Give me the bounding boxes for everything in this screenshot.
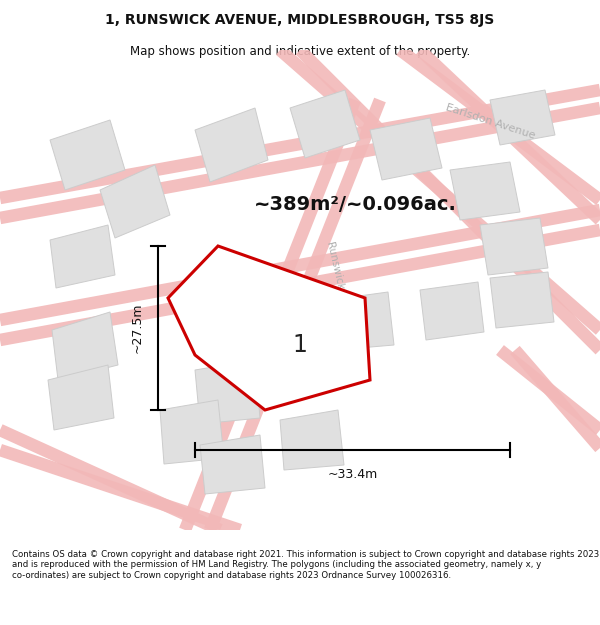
Polygon shape — [200, 435, 265, 494]
Text: ~389m²/~0.096ac.: ~389m²/~0.096ac. — [254, 196, 457, 214]
Text: 1: 1 — [293, 333, 307, 357]
Polygon shape — [52, 312, 118, 380]
Polygon shape — [50, 120, 125, 190]
Polygon shape — [195, 360, 260, 424]
Polygon shape — [490, 272, 554, 328]
Polygon shape — [280, 410, 344, 470]
Text: Map shows position and indicative extent of the property.: Map shows position and indicative extent… — [130, 45, 470, 58]
Text: Contains OS data © Crown copyright and database right 2021. This information is : Contains OS data © Crown copyright and d… — [12, 550, 599, 580]
Polygon shape — [50, 225, 115, 288]
Polygon shape — [168, 246, 370, 410]
Text: Runswick Avenue: Runswick Avenue — [325, 240, 355, 330]
Text: ~27.5m: ~27.5m — [131, 302, 144, 353]
Polygon shape — [450, 162, 520, 220]
Polygon shape — [330, 292, 394, 350]
Polygon shape — [290, 90, 360, 158]
Polygon shape — [260, 330, 326, 390]
Polygon shape — [48, 365, 114, 430]
Text: ~33.4m: ~33.4m — [328, 468, 377, 481]
Text: Earlsdon Avenue: Earlsdon Avenue — [444, 102, 536, 141]
Polygon shape — [490, 90, 555, 145]
Text: 1, RUNSWICK AVENUE, MIDDLESBROUGH, TS5 8JS: 1, RUNSWICK AVENUE, MIDDLESBROUGH, TS5 8… — [106, 12, 494, 27]
Polygon shape — [160, 400, 224, 464]
Polygon shape — [195, 108, 268, 182]
Polygon shape — [420, 282, 484, 340]
Polygon shape — [370, 118, 442, 180]
Polygon shape — [480, 218, 548, 275]
Polygon shape — [100, 165, 170, 238]
